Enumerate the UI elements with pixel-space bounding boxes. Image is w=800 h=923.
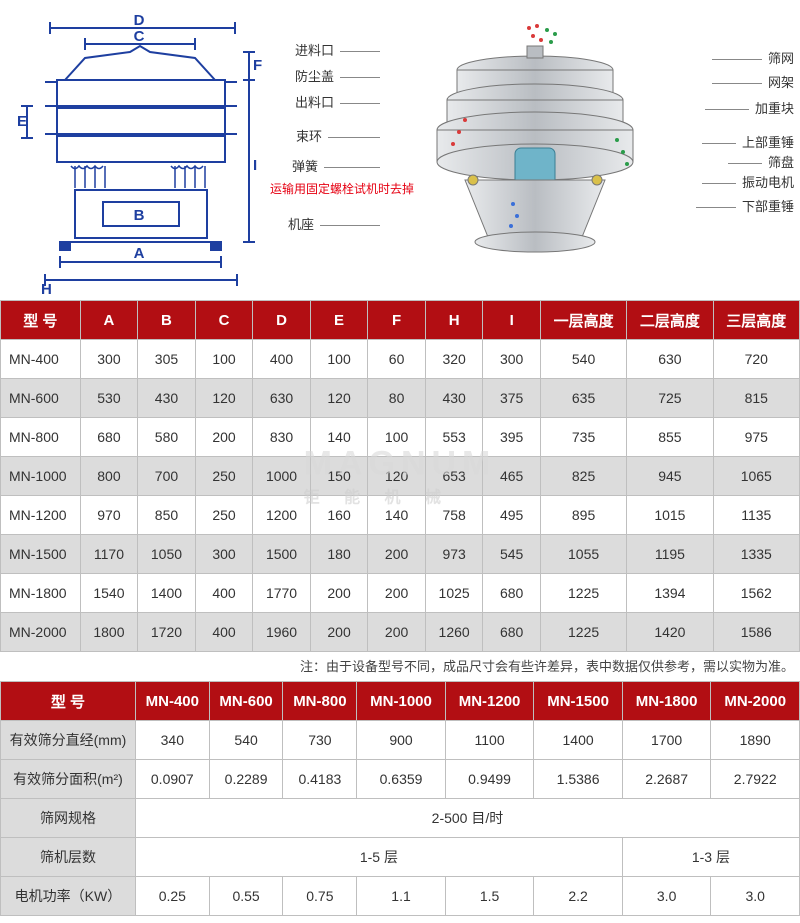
t1-header: I [483,301,541,340]
dim-F: F [253,57,262,74]
spec-table: 型 号MN-400MN-600MN-800MN-1000MN-1200MN-15… [0,681,800,916]
label-left-2: 出料口 [270,92,380,111]
label-right-5: 振动电机 [702,172,794,191]
table-row: MN-2000180017204001960200200126068012251… [1,613,800,652]
dim-D: D [134,12,145,29]
dim-C: C [134,28,145,45]
cutaway-diagram: 进料口 防尘盖 出料口 束环 弹簧 运输用固定螺栓试机时去掉 机座 筛网 网架 … [270,0,800,300]
cutaway-svg [395,20,675,300]
table-row: MN-1500117010503001500180200973545105511… [1,535,800,574]
t1-header: B [138,301,196,340]
dim-H: H [41,281,52,298]
table-row: 有效筛分面积(m²)0.09070.22890.41830.63590.9499… [1,760,800,799]
t1-header: H [425,301,483,340]
label-right-1: 网架 [712,72,794,91]
dim-I: I [253,157,257,174]
t1-header: D [253,301,311,340]
t2-header: MN-1500 [534,682,623,721]
t2-header: MN-600 [209,682,283,721]
t2-header: 型 号 [1,682,136,721]
label-left-3: 束环 [270,126,380,145]
t2-header: MN-2000 [711,682,800,721]
label-right-4: 筛盘 [728,152,794,171]
table-note: 注：由于设备型号不同，成品尺寸会有些许差异，表中数据仅供参考，需以实物为准。 [0,652,800,681]
t1-header: E [310,301,368,340]
label-left-0: 进料口 [270,40,380,59]
t1-header: 二层高度 [627,301,713,340]
t1-header: A [80,301,138,340]
label-right-3: 上部重锤 [702,132,794,151]
label-left-5: 机座 [270,214,380,233]
t2-header: MN-1200 [445,682,534,721]
drawing-svg: D C E F I B A H [5,10,265,300]
t1-header: 一层高度 [540,301,626,340]
label-right-6: 下部重锤 [696,196,794,215]
red-note: 运输用固定螺栓试机时去掉 [270,180,435,197]
table-row: MN-1200970850250120016014075849589510151… [1,496,800,535]
t2-header: MN-800 [283,682,357,721]
t2-header: MN-1000 [357,682,446,721]
dim-A: A [134,245,145,262]
t2-header: MN-400 [135,682,209,721]
t1-header: F [368,301,426,340]
diagram-row: D C E F I B A H [0,0,800,300]
table-row: 有效筛分直经(mm)3405407309001100140017001890 [1,721,800,760]
t1-header: C [195,301,253,340]
dim-E: E [17,113,27,130]
dimensions-table: 型 号ABCDEFHI一层高度二层高度三层高度 MN-4003003051004… [0,300,800,652]
label-right-2: 加重块 [705,98,794,117]
table-row: 筛网规格2-500 目/时 [1,799,800,838]
table-row: MN-60053043012063012080430375635725815 [1,379,800,418]
table-row: 电机功率（KW）0.250.550.751.11.52.23.03.0 [1,877,800,916]
t2-header: MN-1800 [622,682,711,721]
t1-header: 三层高度 [713,301,799,340]
label-left-4: 弹簧 [270,156,380,175]
table-row: MN-1000800700250100015012065346582594510… [1,457,800,496]
label-right-0: 筛网 [712,48,794,67]
t1-header: 型 号 [1,301,81,340]
technical-drawing: D C E F I B A H [0,0,270,300]
table-row: MN-800680580200830140100553395735855975 [1,418,800,457]
table-row: 筛机层数1-5 层1-3 层 [1,838,800,877]
dim-B: B [134,207,145,224]
table-row: MN-1800154014004001770200200102568012251… [1,574,800,613]
label-left-1: 防尘盖 [270,66,380,85]
table-row: MN-40030030510040010060320300540630720 [1,340,800,379]
